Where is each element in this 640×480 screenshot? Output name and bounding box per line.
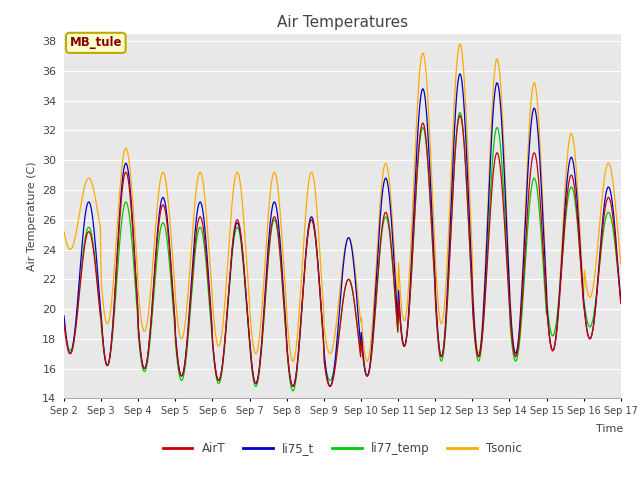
Line: AirT: AirT — [64, 116, 621, 386]
Y-axis label: Air Temperature (C): Air Temperature (C) — [26, 161, 36, 271]
li75_t — [70, 335, 78, 341]
AirT — [70, 338, 78, 344]
Tsonic — [214, 341, 221, 347]
AirT — [184, 331, 192, 337]
Title: Air Temperatures: Air Temperatures — [277, 15, 408, 30]
AirT — [326, 384, 334, 389]
Tsonic — [70, 239, 78, 245]
AirT — [617, 300, 625, 306]
li77_temp — [411, 211, 419, 216]
li77_temp — [617, 295, 625, 301]
li75_t — [617, 298, 625, 304]
Line: li75_t: li75_t — [64, 74, 621, 386]
li77_temp — [428, 215, 435, 221]
Legend: AirT, li75_t, li77_temp, Tsonic: AirT, li75_t, li77_temp, Tsonic — [158, 438, 527, 460]
li75_t — [127, 201, 135, 207]
Tsonic — [289, 358, 297, 364]
li75_t — [289, 384, 297, 389]
li75_t — [184, 327, 192, 333]
AirT — [456, 113, 463, 119]
Tsonic — [184, 292, 192, 298]
Tsonic — [456, 41, 463, 47]
li77_temp — [60, 317, 68, 323]
li77_temp — [70, 335, 78, 341]
li75_t — [60, 313, 68, 319]
li77_temp — [456, 110, 463, 116]
AirT — [214, 376, 221, 382]
li77_temp — [127, 232, 135, 238]
AirT — [60, 320, 68, 326]
Tsonic — [428, 161, 435, 167]
Tsonic — [411, 156, 419, 161]
Line: li77_temp: li77_temp — [64, 113, 621, 391]
li77_temp — [289, 388, 297, 394]
X-axis label: Time: Time — [596, 424, 623, 434]
Tsonic — [60, 229, 68, 235]
Tsonic — [127, 181, 135, 187]
AirT — [411, 208, 419, 214]
Text: MB_tule: MB_tule — [70, 36, 122, 49]
li75_t — [214, 376, 221, 382]
li75_t — [456, 71, 463, 77]
li77_temp — [214, 379, 221, 384]
li75_t — [411, 187, 419, 193]
Tsonic — [617, 261, 625, 266]
li75_t — [428, 192, 435, 198]
AirT — [127, 208, 135, 214]
li77_temp — [184, 337, 192, 343]
AirT — [428, 212, 435, 218]
Line: Tsonic: Tsonic — [64, 44, 621, 361]
